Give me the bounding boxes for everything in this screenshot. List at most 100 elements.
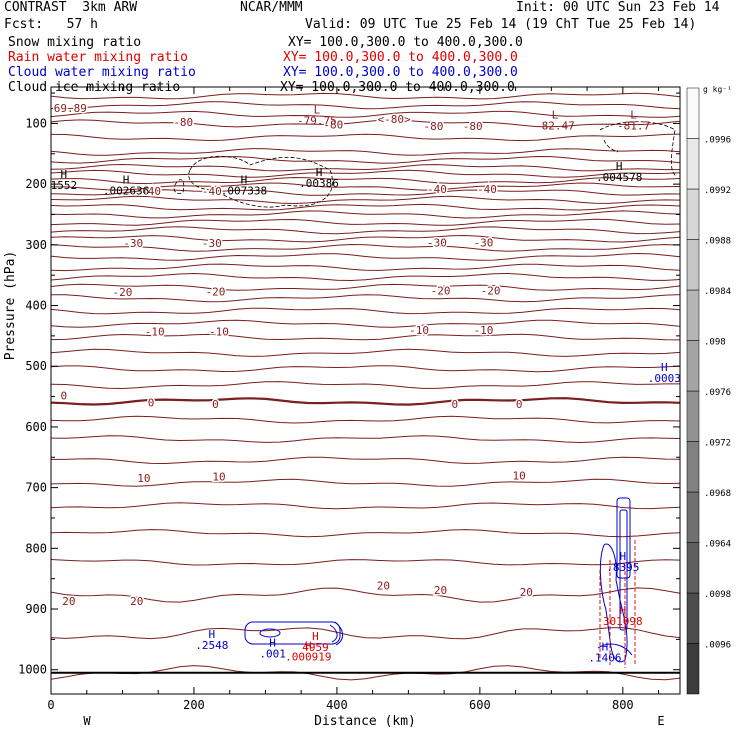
extremum-marker: L bbox=[314, 104, 321, 117]
colorbar-segment bbox=[686, 138, 700, 190]
colorbar-label: .0976 bbox=[704, 388, 731, 398]
colorbar-segment bbox=[686, 643, 700, 695]
temperature-contour bbox=[50, 234, 681, 243]
organization: NCAR/MMM bbox=[240, 0, 303, 15]
temperature-contour bbox=[50, 119, 681, 128]
cloud-water-contour bbox=[599, 543, 628, 663]
extremum-value: .1406 bbox=[588, 651, 621, 664]
field-name-snow: Snow mixing ratio bbox=[8, 35, 142, 50]
temperature-label: -80 bbox=[323, 119, 343, 132]
temperature-label: -10 bbox=[409, 324, 429, 337]
temperature-contour bbox=[50, 365, 681, 373]
extremum-value: .001 bbox=[259, 648, 286, 661]
temperature-label: -80 bbox=[423, 120, 443, 133]
plot-frame bbox=[50, 86, 681, 695]
temperature-contour bbox=[50, 263, 681, 272]
y-tick-label: 100 bbox=[25, 116, 47, 130]
extremum-value: -81.7 bbox=[617, 120, 650, 133]
temperature-label: -30 bbox=[474, 236, 494, 249]
temperature-contour bbox=[51, 294, 681, 303]
extremum-value: 4959 bbox=[302, 641, 329, 654]
colorbar-label: .0098 bbox=[704, 590, 731, 600]
temperature-label: 20 bbox=[377, 579, 390, 592]
temperature-label: 20 bbox=[130, 595, 143, 608]
extremum-marker: H bbox=[269, 637, 276, 650]
temperature-contour bbox=[50, 210, 681, 219]
east-label: E bbox=[657, 714, 664, 728]
extremum-value: .004578 bbox=[596, 171, 642, 184]
temperature-label: 10 bbox=[212, 471, 225, 484]
temperature-label: 0 bbox=[61, 389, 68, 402]
valid-time: Valid: 09 UTC Tue 25 Feb 14 (19 ChT Tue … bbox=[305, 17, 697, 32]
extremum-marker: H bbox=[123, 174, 130, 187]
extremum-value: 1552 bbox=[51, 179, 78, 192]
cloud-water-contour bbox=[259, 628, 281, 638]
extremum-value: .002636 bbox=[103, 185, 149, 198]
y-tick-label: 1000 bbox=[18, 663, 47, 677]
temperature-contour bbox=[50, 415, 681, 424]
field-name-cloud-water: Cloud water mixing ratio bbox=[8, 65, 196, 80]
ice-mixing-contour bbox=[188, 155, 333, 208]
extremum-marker: H bbox=[661, 361, 668, 374]
temperature-label: 0 bbox=[516, 398, 523, 411]
temperature-contour bbox=[50, 559, 681, 566]
x-tick-label: 0 bbox=[47, 698, 54, 712]
temperature-label: -40 bbox=[477, 183, 497, 196]
temperature-contour bbox=[50, 176, 681, 185]
temperature-contour bbox=[50, 319, 681, 328]
extremum-value: .2548 bbox=[195, 639, 228, 652]
colorbar-segment bbox=[686, 441, 700, 493]
extremum-marker: H bbox=[620, 550, 627, 563]
temperature-label: -30 bbox=[427, 236, 447, 249]
temperature-label: -30 bbox=[123, 237, 143, 250]
extremum-marker: H bbox=[241, 174, 248, 187]
field-xy-cloud-water: XY= 100.0,300.0 to 400.0,300.0 bbox=[283, 65, 518, 80]
temperature-label: 10 bbox=[513, 469, 526, 482]
temperature-contour bbox=[50, 272, 681, 282]
temperature-contour bbox=[50, 348, 681, 357]
temperature-contour bbox=[50, 203, 681, 211]
rain-water-contour bbox=[599, 540, 636, 668]
colorbar-label: .0984 bbox=[704, 287, 731, 297]
temperature-label: -20 bbox=[431, 284, 451, 297]
temperature-contour bbox=[50, 110, 681, 118]
cloud-water-contour bbox=[619, 509, 628, 631]
extremum-marker: H bbox=[209, 628, 216, 641]
extremum-marker: L bbox=[630, 109, 637, 122]
temperature-label: -10 bbox=[145, 326, 165, 339]
ice-mixing-contour bbox=[599, 121, 677, 177]
temperature-contour bbox=[50, 478, 681, 487]
field-xy-snow: XY= 100.0,300.0 to 400.0,300.0 bbox=[288, 35, 523, 50]
extremum-marker: H bbox=[305, 640, 312, 653]
forecast-hour: Fcst: 57 h bbox=[4, 17, 98, 32]
temperature-label: -20 bbox=[113, 286, 133, 299]
temperature-label: -80 bbox=[173, 116, 193, 129]
x-tick-label: 600 bbox=[469, 698, 491, 712]
temperature-contour bbox=[50, 397, 681, 406]
temperature-contour bbox=[50, 283, 681, 291]
field-xy-rain: XY= 100.0,300.0 to 400.0,300.0 bbox=[283, 50, 518, 65]
temperature-contour bbox=[50, 155, 681, 164]
colorbar-segment bbox=[686, 188, 700, 240]
cloud-water-contour bbox=[597, 643, 633, 656]
colorbar-label: .0968 bbox=[704, 489, 731, 499]
init-time: Init: 00 UTC Sun 23 Feb 14 bbox=[516, 0, 720, 15]
temperature-contour bbox=[51, 456, 681, 465]
ice-mixing-contour bbox=[173, 179, 185, 194]
x-tick-label: 200 bbox=[183, 698, 205, 712]
extremum-value: .00386 bbox=[299, 177, 339, 190]
extremum-marker: H bbox=[620, 604, 627, 617]
temperature-contour bbox=[50, 169, 681, 178]
extremum-marker: L bbox=[552, 109, 559, 122]
extremum-value: .8395 bbox=[606, 561, 639, 574]
west-label: W bbox=[83, 714, 91, 728]
temperature-contour bbox=[50, 381, 680, 390]
y-tick-label: 900 bbox=[25, 602, 47, 616]
temperature-contour bbox=[50, 333, 681, 341]
extremum-value: .000919 bbox=[285, 651, 331, 664]
temperature-label: <-80> bbox=[378, 113, 411, 126]
extremum-value: .0003 bbox=[648, 372, 681, 385]
colorbar-label: .0996 bbox=[704, 136, 731, 146]
temperature-contour bbox=[50, 243, 681, 252]
